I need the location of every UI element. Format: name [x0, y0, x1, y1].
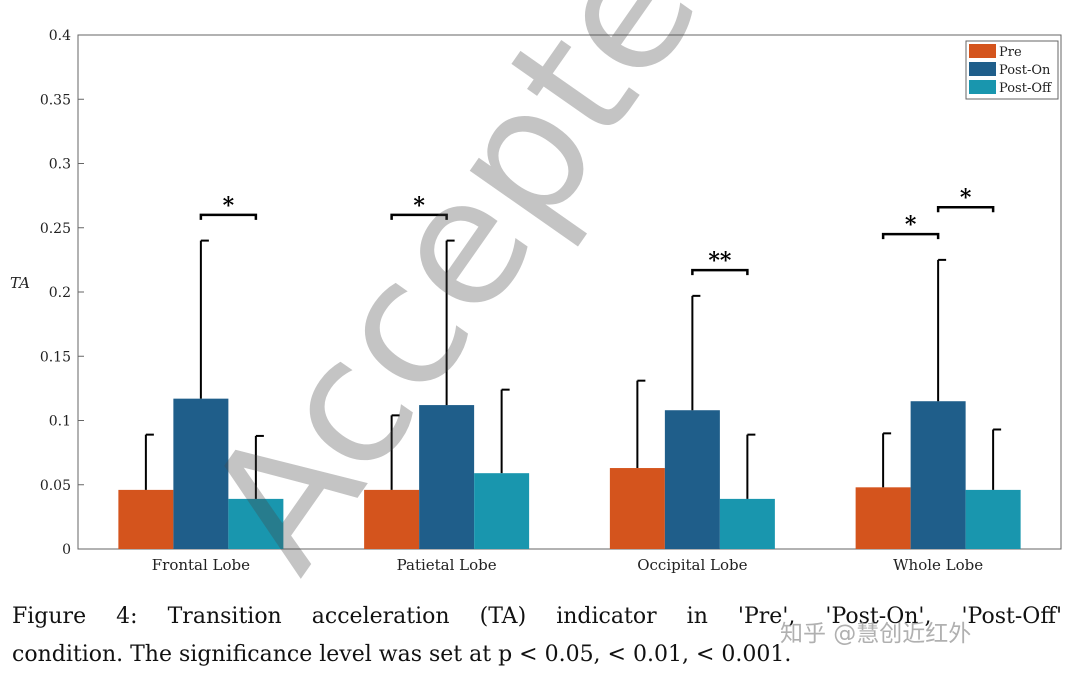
- bar: [664, 410, 720, 549]
- significance-marker: **: [708, 248, 732, 274]
- significance-brackets: * *****: [199, 185, 995, 276]
- y-tick-label: 0.4: [49, 28, 71, 44]
- y-tick-label: 0.3: [49, 157, 71, 173]
- y-tick-label: 0.35: [40, 92, 71, 108]
- y-tick-label: 0.2: [49, 285, 71, 301]
- legend-swatch: [969, 80, 996, 94]
- bar: [719, 498, 775, 549]
- y-tick-label: 0.05: [40, 478, 71, 494]
- site-watermark: 知乎 @慧创近红外: [780, 621, 972, 647]
- x-category-label: Patietal Lobe: [397, 556, 497, 574]
- significance-bracket: [390, 213, 448, 220]
- significance-bracket: [199, 213, 258, 220]
- y-tick-label: 0.1: [49, 414, 71, 430]
- significance-marker: *: [960, 185, 972, 211]
- y-tick-label: 0.25: [40, 221, 71, 237]
- bar: [609, 468, 665, 549]
- bar: [228, 498, 284, 549]
- bar: [118, 489, 174, 549]
- significance-bracket: [936, 205, 995, 213]
- bar: [910, 401, 966, 549]
- caption-line-2: condition. The significance level was se…: [12, 642, 792, 667]
- legend: Pre Post-On Post-Off: [965, 40, 1059, 100]
- x-category-label: Occipital Lobe: [637, 556, 747, 574]
- significance-bracket: [691, 268, 749, 276]
- bar: [173, 398, 229, 549]
- significance-marker: *: [223, 193, 235, 219]
- bar: [364, 489, 420, 549]
- legend-label: Post-Off: [999, 81, 1053, 96]
- figure-caption: Figure 4: Transition acceleration (TA) i…: [12, 598, 1062, 674]
- bar-series: [118, 398, 1021, 549]
- significance-bracket: [881, 232, 940, 240]
- bar: [965, 489, 1021, 549]
- error-bars: [144, 239, 1002, 499]
- x-category-label: Whole Lobe: [893, 556, 983, 574]
- y-axis-label: TA: [10, 274, 30, 292]
- x-category-label: Frontal Lobe: [152, 556, 250, 574]
- y-tick-label: 0: [62, 542, 71, 558]
- y-axis: 0 0.05 0.1 0.15 0.2 0.25 0.3 0.35 0.4: [40, 28, 84, 558]
- significance-marker: *: [905, 212, 917, 238]
- y-tick-label: 0.15: [40, 349, 71, 365]
- bar-chart: 00.050.10.150.20.250.30.350.4 * ***** Fro…: [10, 28, 1062, 574]
- legend-label: Pre: [999, 45, 1022, 60]
- bar: [419, 405, 475, 549]
- legend-label: Post-On: [999, 63, 1051, 78]
- bar: [855, 487, 911, 549]
- legend-swatch: [969, 62, 996, 76]
- x-axis-labels: Frontal Lobe Patietal Lobe Occipital Lobe W…: [152, 556, 984, 574]
- legend-swatch: [969, 44, 996, 58]
- bar: [474, 473, 530, 549]
- caption-line-1: Figure 4: Transition acceleration (TA) i…: [12, 604, 1062, 629]
- significance-marker: *: [413, 193, 425, 219]
